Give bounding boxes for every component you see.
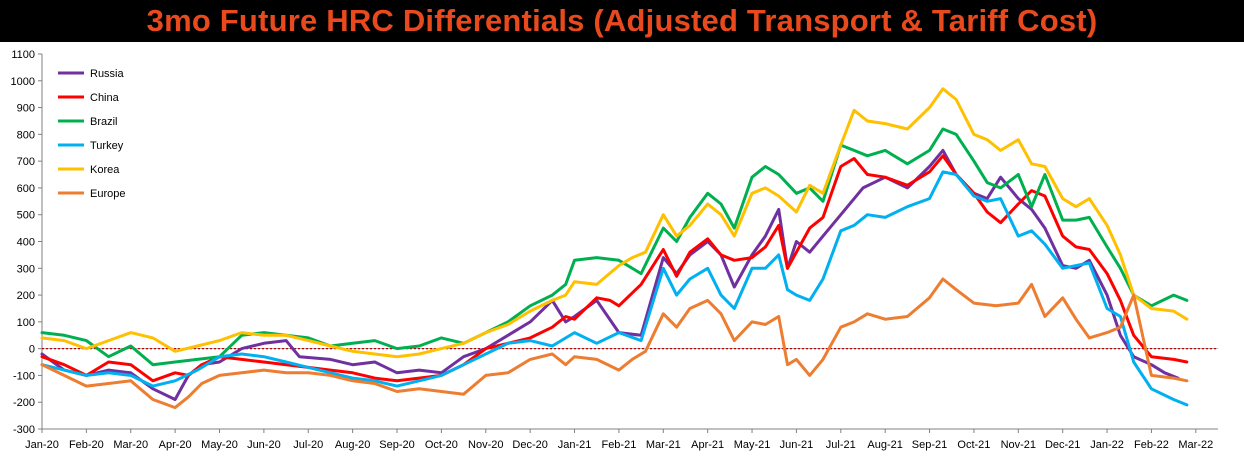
x-tick-label: Jul-20 (293, 439, 323, 451)
x-tick-label: Nov-20 (468, 439, 503, 451)
y-tick-label: 0 (29, 344, 35, 356)
x-tick-label: Feb-22 (1134, 439, 1169, 451)
x-tick-label: Dec-21 (1045, 439, 1080, 451)
legend-label-china: China (90, 92, 120, 104)
chart-title-bar: 3mo Future HRC Differentials (Adjusted T… (0, 0, 1244, 42)
x-tick-label: Feb-21 (601, 439, 636, 451)
series-line-turkey (40, 170, 1189, 407)
series-line-brazil (40, 127, 1189, 367)
y-tick-label: 100 (17, 317, 35, 329)
series-line-korea (40, 87, 1189, 359)
y-tick-label: 600 (17, 183, 35, 195)
y-tick-label: 800 (17, 129, 35, 141)
x-tick-label: Aug-21 (867, 439, 902, 451)
x-tick-label: Dec-20 (512, 439, 547, 451)
chart-title: 3mo Future HRC Differentials (Adjusted T… (146, 3, 1098, 38)
legend-label-europe: Europe (90, 188, 125, 200)
x-tick-label: Mar-20 (113, 439, 148, 451)
y-tick-label: 700 (17, 156, 35, 168)
x-tick-label: Jun-20 (247, 439, 281, 451)
x-tick-label: Jan-21 (558, 439, 592, 451)
x-tick-label: Jul-21 (826, 439, 856, 451)
x-tick-label: Feb-20 (69, 439, 104, 451)
y-tick-label: -100 (13, 370, 35, 382)
legend-label-korea: Korea (90, 164, 120, 176)
y-tick-label: 400 (17, 237, 35, 249)
y-tick-label: 500 (17, 210, 35, 222)
x-tick-label: Jun-21 (780, 439, 814, 451)
x-tick-label: Sep-21 (912, 439, 947, 451)
y-tick-label: 900 (17, 103, 35, 115)
x-tick-label: Jan-20 (25, 439, 59, 451)
x-tick-label: Apr-21 (691, 439, 724, 451)
x-tick-label: May-20 (201, 439, 238, 451)
y-tick-label: 200 (17, 290, 35, 302)
series-line-china (40, 154, 1189, 383)
line-chart: -300 -200 -100 0 100 200 300 400 500 600 700 800 900… (11, 49, 1218, 451)
legend-label-turkey: Turkey (90, 140, 124, 152)
x-tick-label: Mar-21 (646, 439, 681, 451)
legend-label-brazil: Brazil (90, 116, 118, 128)
x-tick-label: Apr-20 (159, 439, 192, 451)
x-tick-label: Mar-22 (1178, 439, 1213, 451)
y-tick-label: -300 (13, 424, 35, 436)
legend: Russia China Brazil Turkey Korea Europe (58, 68, 125, 200)
y-tick-label: 1000 (11, 76, 35, 88)
legend-label-russia: Russia (90, 68, 125, 80)
series-line-europe (40, 277, 1189, 410)
series-lines (40, 87, 1189, 410)
x-tick-label: Nov-21 (1001, 439, 1036, 451)
chart-area: -300 -200 -100 0 100 200 300 400 500 600 700 800 900… (0, 42, 1244, 461)
x-tick-label: Oct-21 (957, 439, 990, 451)
x-tick-label: Sep-20 (379, 439, 414, 451)
y-tick-label: -200 (13, 397, 35, 409)
x-tick-label: Jan-22 (1090, 439, 1124, 451)
x-tick-label: May-21 (734, 439, 771, 451)
x-tick-label: Oct-20 (425, 439, 458, 451)
x-tick-label: Aug-20 (335, 439, 370, 451)
y-tick-label: 300 (17, 263, 35, 275)
y-tick-label: 1100 (11, 49, 35, 61)
axes: -300 -200 -100 0 100 200 300 400 500 600 700 800 900… (11, 49, 1218, 451)
